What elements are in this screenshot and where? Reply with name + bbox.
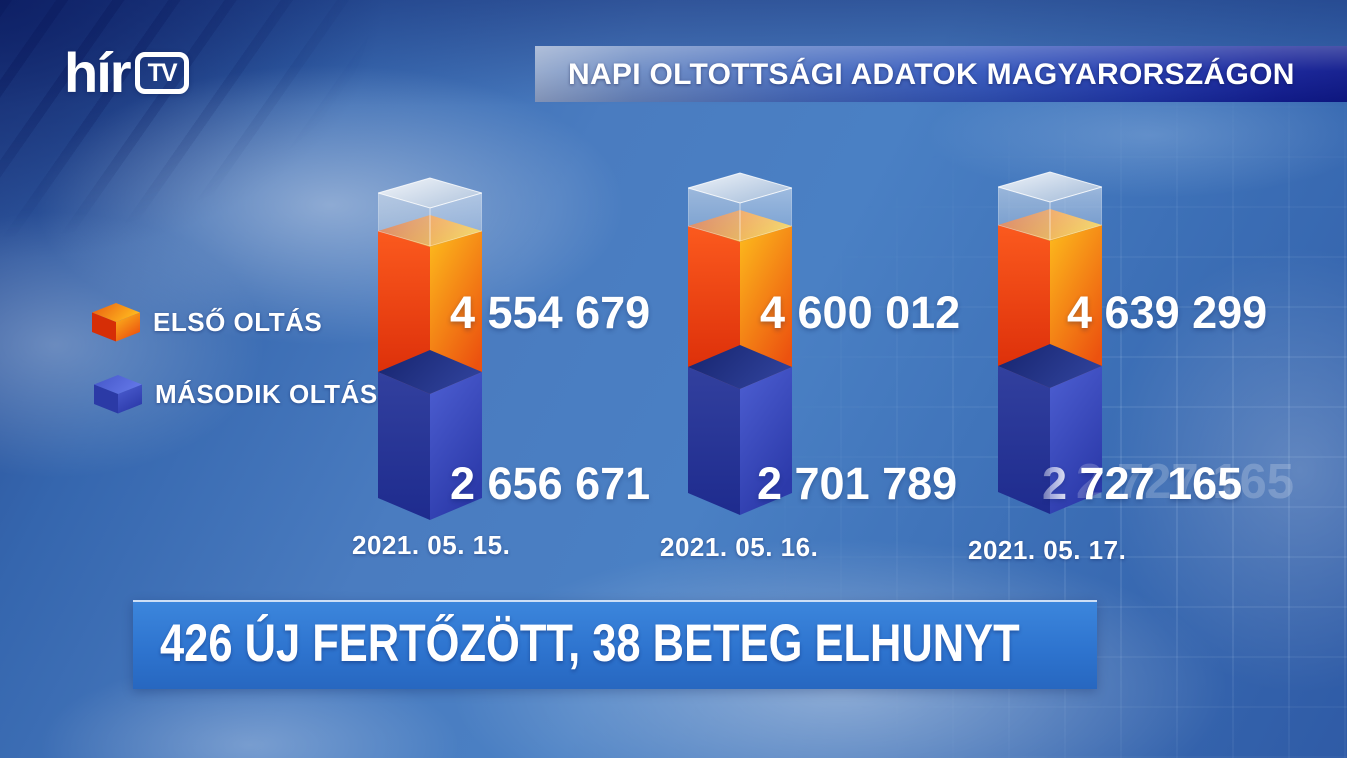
bar-3d-day2 <box>688 172 792 515</box>
glass-cap <box>688 172 792 242</box>
glass-cap <box>378 177 482 247</box>
date-label-day3: 2021. 05. 17. <box>968 535 1127 565</box>
page-title: NAPI OLTOTTSÁGI ADATOK MAGYARORSZÁGON <box>568 58 1295 91</box>
header-banner: NAPI OLTOTTSÁGI ADATOK MAGYARORSZÁGON <box>535 46 1347 102</box>
second-dose-value-day1: 2 656 671 <box>450 458 651 509</box>
second-dose-segment <box>378 350 482 520</box>
ticker-banner: 426 ÚJ FERTŐZÖTT, 38 BETEG ELHUNYT <box>133 600 1097 689</box>
second-dose-segment <box>998 344 1102 514</box>
legend-item-second-dose: MÁSODIK OLTÁS <box>94 375 378 414</box>
legend-item-first-dose: ELSŐ OLTÁS <box>92 303 322 342</box>
glass-cap <box>998 171 1102 241</box>
date-label-day1: 2021. 05. 15. <box>352 530 511 560</box>
legend-label-second-dose: MÁSODIK OLTÁS <box>155 379 378 409</box>
second-dose-value-ghost: 2 727 165 <box>1076 455 1294 509</box>
first-dose-value-day2: 4 600 012 <box>760 287 961 338</box>
bar-3d-day1 <box>378 177 482 520</box>
first-dose-segment <box>378 215 482 394</box>
legend-label-first-dose: ELSŐ OLTÁS <box>153 307 323 337</box>
first-dose-value-day3: 4 639 299 <box>1067 287 1268 338</box>
bar-3d-day3 <box>998 171 1102 514</box>
logo-tv-text: TV <box>147 58 178 87</box>
first-dose-value-day1: 4 554 679 <box>450 287 651 338</box>
ticker-headline: 426 ÚJ FERTŐZÖTT, 38 BETEG ELHUNYT <box>160 614 1020 673</box>
second-dose-value-day2: 2 701 789 <box>757 458 958 509</box>
first-dose-cube-icon <box>92 303 140 342</box>
second-dose-value-day3: 2 727 165 <box>1042 458 1243 509</box>
logo-tv-badge: TV <box>134 52 189 94</box>
date-label-day2: 2021. 05. 16. <box>660 532 819 562</box>
second-dose-segment <box>688 345 792 515</box>
hirtv-logo: hír TV <box>64 41 189 104</box>
second-dose-cube-icon <box>94 375 142 414</box>
logo-text: hír <box>64 41 132 104</box>
